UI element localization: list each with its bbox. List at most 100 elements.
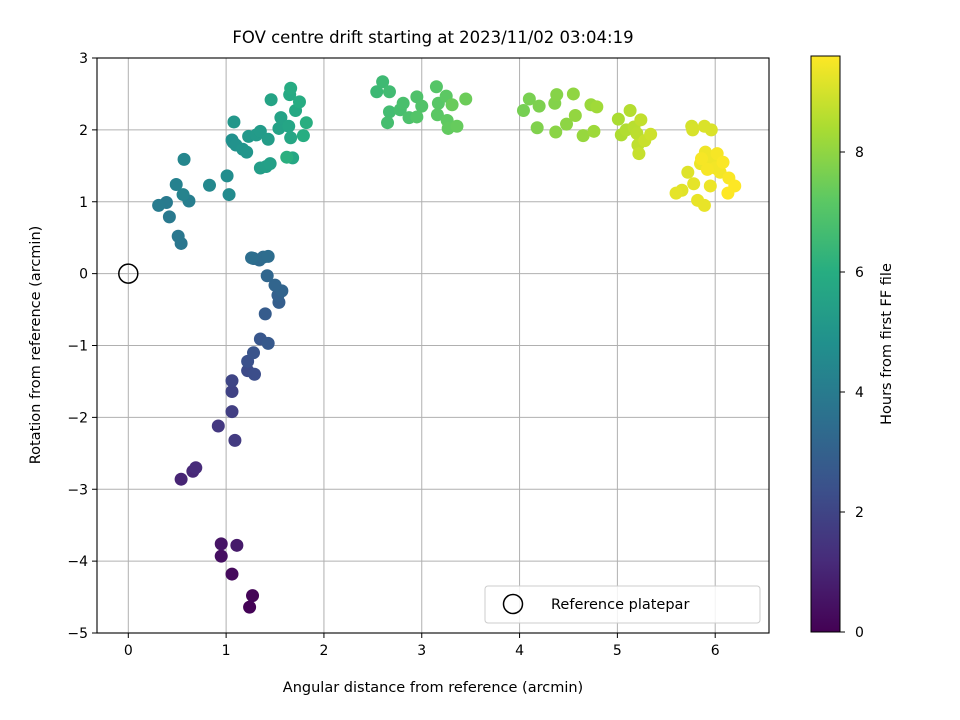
data-point <box>240 145 254 159</box>
colorbar-tick-label: 0 <box>855 625 864 641</box>
x-tick-label: 5 <box>613 643 622 659</box>
data-point <box>560 117 574 131</box>
data-point <box>177 152 191 166</box>
data-point <box>261 249 275 263</box>
y-tick-label: −4 <box>67 554 88 570</box>
y-tick-label: 0 <box>79 267 88 283</box>
data-point <box>253 124 267 138</box>
data-point <box>202 178 216 192</box>
data-point <box>532 99 546 113</box>
y-tick-label: 3 <box>79 51 88 67</box>
data-point <box>415 99 429 113</box>
data-point <box>284 131 298 145</box>
data-point <box>225 405 239 419</box>
y-tick-label: −2 <box>67 410 88 426</box>
colorbar-tick-label: 2 <box>855 505 864 521</box>
legend: Reference platepar <box>484 585 761 624</box>
data-point <box>376 75 390 89</box>
colorbar-tick-label: 6 <box>855 265 864 281</box>
data-point <box>566 87 580 101</box>
y-tick-label: 1 <box>79 195 88 211</box>
data-point <box>214 549 228 563</box>
data-point <box>549 125 563 139</box>
data-point <box>430 108 444 122</box>
colorbar: 0 2 4 6 8 Hours from first FF file <box>810 55 895 641</box>
data-point <box>700 162 714 176</box>
data-point <box>299 116 313 130</box>
legend-box <box>484 585 761 624</box>
colorbar-tick-label: 4 <box>855 385 864 401</box>
data-point <box>576 129 590 143</box>
y-axis-ticks: −5 −4 −3 −2 −1 0 1 2 3 <box>67 51 97 642</box>
data-point <box>263 157 277 171</box>
x-tick-label: 1 <box>222 643 231 659</box>
x-tick-label: 0 <box>124 643 133 659</box>
chart-title: FOV centre drift starting at 2023/11/02 … <box>232 28 633 47</box>
x-tick-label: 6 <box>711 643 720 659</box>
data-point <box>272 121 286 135</box>
data-point <box>274 111 288 125</box>
data-point <box>681 165 695 179</box>
y-tick-label: −5 <box>67 626 88 642</box>
data-point <box>243 600 257 614</box>
data-point <box>264 93 278 107</box>
grid-lines <box>97 57 769 634</box>
data-point <box>703 179 717 193</box>
data-point <box>152 198 166 212</box>
data-point <box>644 127 658 141</box>
x-tick-label: 3 <box>417 643 426 659</box>
y-tick-label: −3 <box>67 482 88 498</box>
data-point <box>169 178 183 191</box>
colorbar-ticks: 0 2 4 6 8 <box>840 145 864 641</box>
data-point <box>258 307 272 321</box>
x-tick-label: 4 <box>515 643 524 659</box>
data-point <box>382 105 396 119</box>
data-point <box>227 115 241 129</box>
data-point <box>381 116 395 130</box>
data-point <box>225 374 239 388</box>
data-point <box>225 567 239 581</box>
data-point <box>550 88 564 102</box>
data-point <box>445 98 459 112</box>
data-point <box>280 150 294 164</box>
data-point <box>704 123 718 137</box>
data-point <box>228 433 242 447</box>
x-axis-label: Angular distance from reference (arcmin) <box>283 680 583 696</box>
x-tick-label: 2 <box>319 643 328 659</box>
data-point <box>261 336 275 350</box>
data-point <box>176 188 190 202</box>
data-point <box>230 538 244 552</box>
colorbar-tick-label: 8 <box>855 145 864 161</box>
data-point <box>214 537 228 551</box>
data-point <box>260 269 274 283</box>
data-point <box>211 419 225 433</box>
colorbar-gradient <box>810 55 841 633</box>
data-point <box>225 385 239 398</box>
data-point <box>292 95 306 109</box>
data-point <box>450 119 464 133</box>
data-point <box>222 188 236 202</box>
data-point <box>721 186 735 200</box>
data-point <box>220 169 234 183</box>
data-point <box>669 186 683 200</box>
data-point <box>382 85 396 99</box>
data-point <box>590 100 604 114</box>
data-point <box>396 96 410 110</box>
data-point <box>171 229 185 243</box>
data-point <box>516 103 530 117</box>
data-point <box>697 198 711 212</box>
data-point <box>530 121 544 135</box>
y-tick-label: 2 <box>79 123 88 139</box>
reference-platepar-marker <box>118 263 139 284</box>
colorbar-label: Hours from first FF file <box>879 263 895 425</box>
data-point <box>429 80 443 94</box>
data-point <box>568 109 582 122</box>
data-point <box>459 92 473 106</box>
data-point <box>370 85 384 99</box>
y-tick-label: −1 <box>67 339 88 355</box>
data-point <box>695 152 709 166</box>
data-point <box>632 147 646 161</box>
data-point <box>245 251 259 265</box>
data-point <box>634 113 648 127</box>
data-point <box>522 92 536 106</box>
